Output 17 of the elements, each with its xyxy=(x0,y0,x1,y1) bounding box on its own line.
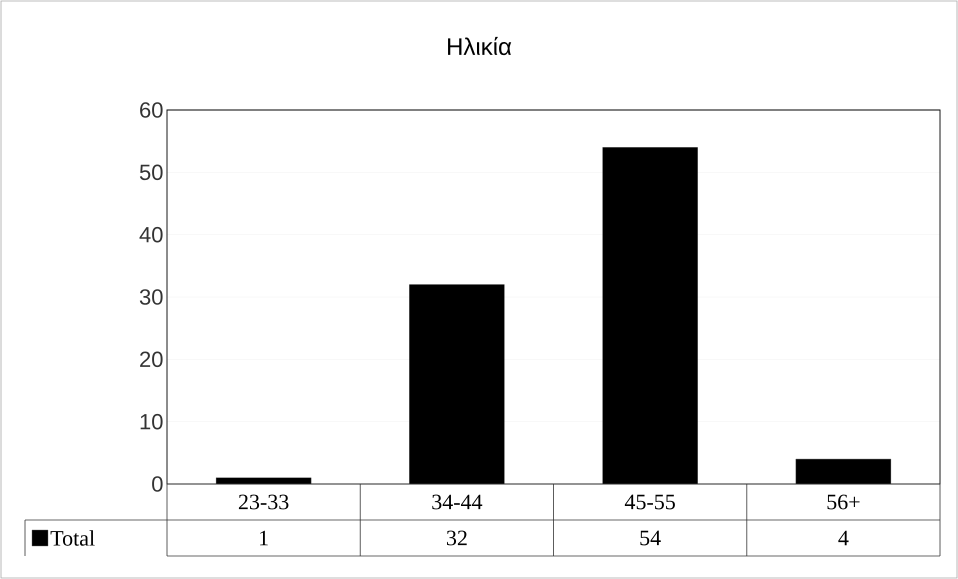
y-tick-label: 60 xyxy=(140,102,163,118)
x-tick-label: 45-55 xyxy=(624,494,675,510)
y-tick-label: 40 xyxy=(140,226,163,242)
y-tick-label: 10 xyxy=(140,414,163,430)
x-tick-label: 56+ xyxy=(827,494,860,510)
data-label: 32 xyxy=(446,530,467,546)
x-tick-label: 23-33 xyxy=(238,494,288,510)
y-tick-label: 0 xyxy=(152,476,163,492)
data-label: 54 xyxy=(640,530,661,546)
y-tick-label: 30 xyxy=(140,289,163,305)
data-label: 1 xyxy=(260,530,268,546)
y-tick-label: 50 xyxy=(140,164,163,180)
data-label: 4 xyxy=(838,530,849,546)
chart-title: Ηλικία xyxy=(448,36,512,56)
x-tick-label: 34-44 xyxy=(432,494,482,510)
y-tick-label: 20 xyxy=(140,352,163,368)
legend-label: Total xyxy=(50,530,95,546)
